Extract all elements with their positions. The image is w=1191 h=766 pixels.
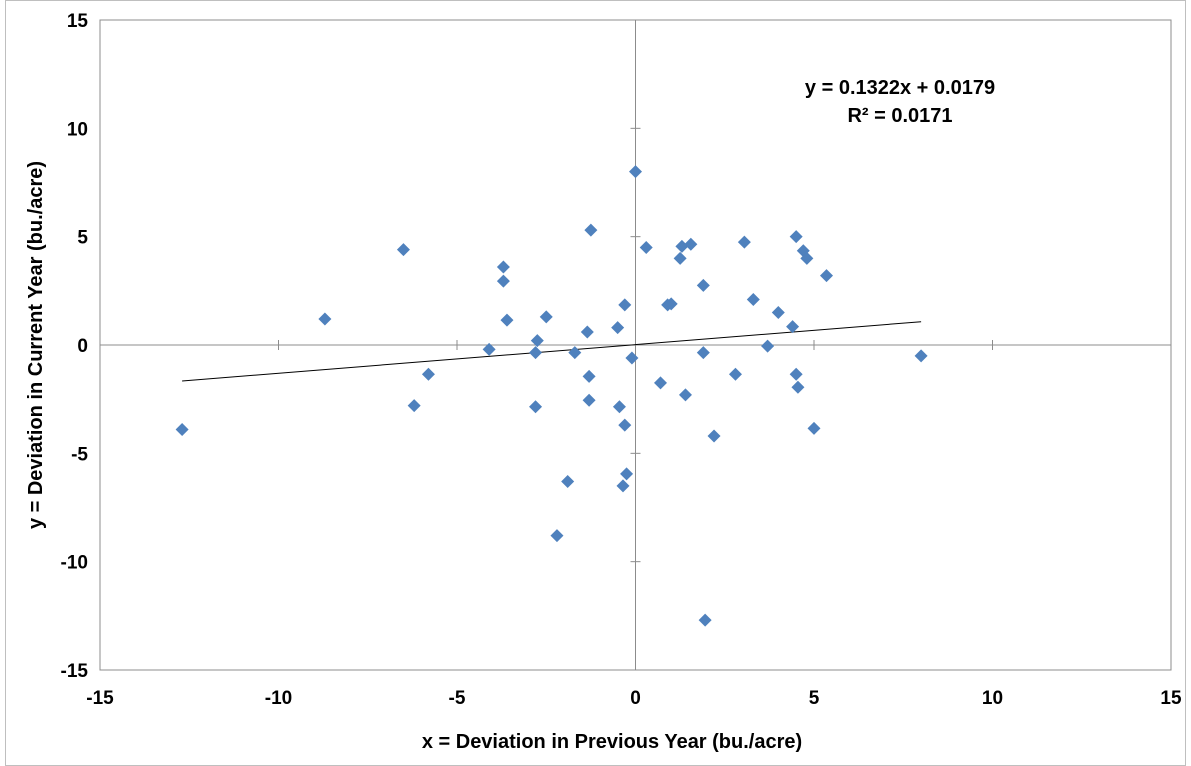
data-point [561,475,575,488]
data-point [539,310,553,324]
data-point [620,467,634,481]
data-point [612,400,626,414]
data-point [580,325,594,339]
x-tick-labels: -15 -10 -5 0 5 10 15 [86,688,1182,709]
data-point [791,380,805,394]
data-point [500,313,514,327]
x-tick-label: 5 [809,688,820,709]
data-point [819,269,833,283]
data-point [618,418,632,432]
trendline [182,321,922,382]
data-point [639,241,653,254]
x-tick-label: -5 [449,688,466,709]
data-point [618,298,632,312]
data-points [175,165,928,627]
data-point [696,278,710,292]
data-point [678,388,692,402]
data-point [664,297,678,311]
data-point [786,320,800,334]
trendline-r2: R² = 0.0171 [847,105,952,127]
data-point [761,339,775,353]
data-point [629,165,642,179]
data-point [737,235,751,249]
data-point [616,479,630,493]
data-point [582,393,596,407]
x-tick-label: -15 [86,688,114,709]
data-point [496,274,510,288]
data-point [684,237,698,251]
x-tick-label: -10 [265,688,292,709]
trendline-equation: y = 0.1322x + 0.0179 [805,77,995,99]
data-point [529,400,543,414]
y-axis-title: y = Deviation in Current Year (bu./acre) [25,161,47,529]
data-point [696,346,710,360]
data-point [653,376,667,390]
data-point [914,349,928,363]
data-point [771,306,785,319]
data-point [698,613,712,627]
data-point [421,367,435,381]
data-point [529,346,543,360]
x-tick-label: 0 [630,688,641,709]
y-tick-labels: -15 -10 -5 0 5 10 15 [61,11,89,682]
data-point [530,334,544,348]
data-point [800,251,814,265]
data-point [584,223,598,237]
data-point [675,239,689,253]
data-point [175,423,189,436]
x-tick-marks [99,340,1172,350]
data-point [611,321,625,335]
y-tick-label: -5 [71,444,88,465]
y-tick-label: -10 [61,553,88,574]
data-point [789,367,803,381]
data-point [482,342,496,356]
data-point [746,293,760,306]
x-tick-label: 10 [982,688,1003,709]
data-point [673,251,687,265]
y-tick-label: 5 [77,228,88,249]
y-tick-label: 15 [67,11,89,32]
data-point [707,429,721,443]
y-tick-label: 10 [67,119,88,140]
data-point [407,399,421,413]
data-point [496,260,510,274]
data-point [318,312,332,326]
y-tick-label: -15 [61,661,89,682]
x-tick-label: 15 [1160,688,1182,709]
data-point [582,369,596,383]
data-point [550,529,564,543]
x-axis-title: x = Deviation in Previous Year (bu./acre… [422,731,802,753]
chart-frame [5,0,1186,766]
data-point [625,351,639,365]
data-point [728,367,742,381]
y-tick-label: 0 [77,336,88,357]
data-point [807,421,821,435]
data-point [568,346,582,360]
data-point [396,243,410,257]
data-point [789,230,803,244]
